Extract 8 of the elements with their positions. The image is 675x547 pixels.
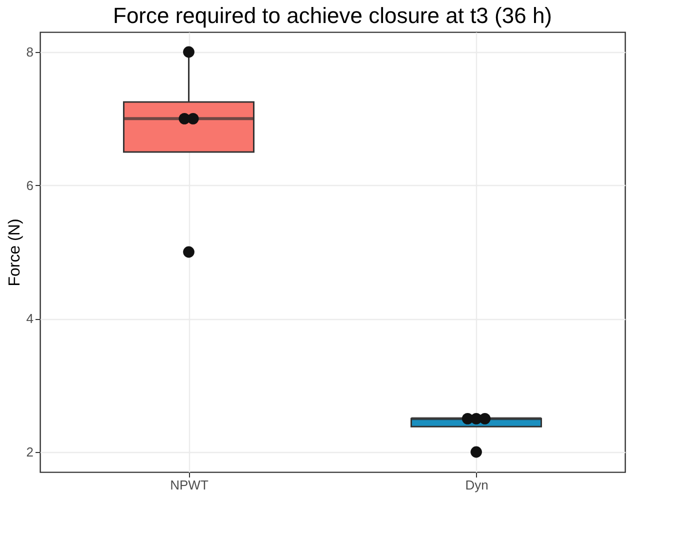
chart-title: Force required to achieve closure at t3 (36 h) (112, 3, 552, 28)
y-tick-label: 2 (26, 444, 34, 460)
y-tick-label: 4 (26, 311, 34, 326)
x-tick-label: NPWT (170, 478, 208, 492)
x-tick-label: Dyn (465, 478, 488, 492)
y-tick-label: 8 (26, 44, 34, 60)
y-tick-label: 6 (26, 178, 34, 193)
y-axis-title: Force (N) (6, 218, 24, 286)
